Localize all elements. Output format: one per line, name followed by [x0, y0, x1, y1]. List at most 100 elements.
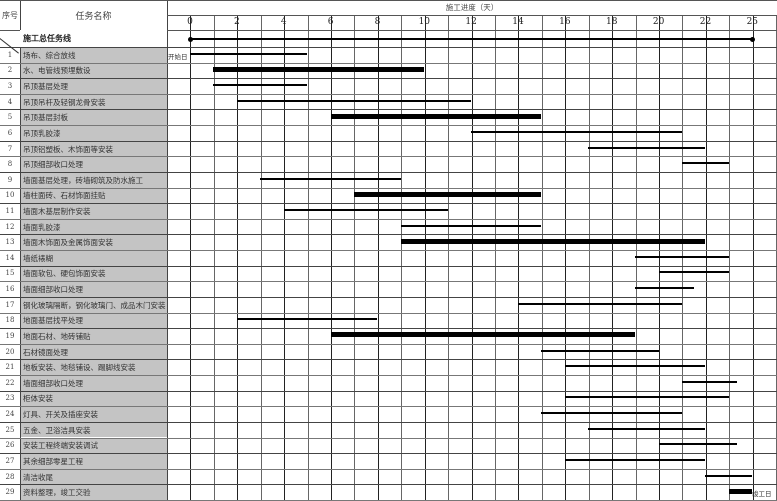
task-bar: [190, 52, 308, 55]
task-row-number: 17: [0, 296, 20, 313]
task-row-name: 五金、卫浴洁具安装: [20, 422, 167, 438]
task-row-name: 墙柱面砖、石材饰面挂贴: [20, 188, 167, 204]
task-row-number: 26: [0, 437, 20, 454]
task-row-name: 地面基层找平处理: [20, 313, 167, 329]
divider-vline: [167, 0, 168, 500]
task-bar: [213, 84, 308, 87]
task-row-number: 11: [0, 203, 20, 219]
task-bar: [213, 66, 425, 72]
task-bar: [658, 271, 729, 274]
task-bar: [564, 458, 706, 461]
x-tick-label: 20: [652, 17, 665, 27]
task-row-number: 19: [0, 328, 20, 344]
grid-vline: [565, 15, 567, 500]
task-row-number: 23: [0, 390, 20, 407]
grid-hline: [0, 109, 777, 111]
task-bar: [658, 443, 737, 446]
task-row-name: 吊顶细部收口处理: [20, 157, 167, 172]
grid-hline: [0, 406, 777, 408]
task-bar: [588, 427, 706, 430]
task-row-number: 6: [0, 125, 20, 141]
task-bar: [354, 191, 542, 197]
grid-vline: [213, 15, 215, 500]
summary-end-dot: [750, 36, 756, 42]
task-row-number: 18: [0, 312, 20, 329]
task-row-name: 墙纸裱糊: [20, 251, 167, 266]
grid-hline: [0, 437, 777, 439]
grid-hline: [167, 15, 777, 16]
task-bar: [283, 209, 448, 211]
grid-vline: [471, 15, 473, 500]
task-bar: [471, 130, 683, 133]
x-tick-label: 10: [418, 17, 431, 27]
grid-vline: [307, 15, 309, 500]
task-row-name: 资料整理，竣工交验: [20, 485, 167, 500]
x-tick-label: 2: [233, 17, 240, 27]
grid-hline: [0, 47, 777, 48]
task-row-number: 28: [0, 468, 20, 485]
end-marker-label: 竣工日: [752, 490, 772, 498]
task-row-name: 场布、综合放线: [20, 48, 167, 63]
task-bar: [400, 224, 542, 227]
task-row-name: 柜体安装: [20, 391, 167, 407]
task-row-name: 清洁收尾: [20, 469, 167, 485]
task-row-number: 22: [0, 375, 20, 391]
task-bar: [330, 113, 542, 119]
task-row-name: 吊顶铝塑板、木饰面等安装: [20, 141, 167, 157]
task-row-number: 2: [0, 62, 20, 79]
grid-vline: [331, 15, 332, 500]
task-bar: [705, 474, 753, 477]
grid-vline: [541, 15, 543, 500]
x-tick-label: 16: [559, 17, 571, 27]
task-row-number: 3: [0, 78, 20, 94]
task-row-name: 墙面细部收口处理: [20, 282, 167, 297]
grid-hline: [0, 265, 777, 267]
grid-hline: [0, 453, 777, 455]
grid-vline: [518, 15, 520, 500]
task-row-number: 1: [0, 47, 20, 63]
grid-hline: [0, 484, 777, 486]
task-bar: [400, 238, 706, 244]
grid-hline: [0, 93, 777, 95]
grid-hline: [0, 0, 777, 1]
task-row-name: 吊顶乳胶漆: [20, 126, 167, 141]
task-bar: [682, 162, 729, 165]
task-row-number: 27: [0, 453, 20, 469]
task-row-name: 吊顶基层封板: [20, 110, 167, 126]
grid-hline: [0, 78, 777, 80]
task-row-number: 24: [0, 406, 20, 422]
grid-hline: [0, 140, 777, 142]
task-row-name: 墙面软包、硬包饰面安装: [20, 266, 167, 282]
grid-vline: [377, 15, 379, 500]
task-row-number: 14: [0, 250, 20, 266]
task-bar: [564, 396, 729, 399]
x-tick-label: 0: [187, 17, 193, 27]
task-row-name: 地面石材、地砖铺贴: [20, 329, 167, 344]
summary-start-dot: [188, 36, 193, 42]
task-row-number: 15: [0, 265, 20, 282]
grid-hline: [0, 125, 777, 127]
grid-vline: [424, 15, 426, 500]
task-row-number: 25: [0, 421, 20, 438]
grid-vline: [612, 15, 614, 500]
grid-vline: [190, 15, 192, 500]
task-row-name: 灯具、开关及插座安装: [20, 407, 167, 422]
grid-hline: [0, 218, 777, 220]
task-row-number: 9: [0, 171, 20, 188]
task-row-number: 12: [0, 218, 20, 235]
task-row-name: 墙面木基层制作安装: [20, 204, 167, 219]
grid-vline: [752, 15, 754, 500]
grid-hline: [0, 30, 777, 31]
task-row-name: 安装工程终端安装调试: [20, 438, 167, 454]
grid-hline: [0, 171, 777, 173]
task-bar: [682, 380, 737, 383]
divider-vline: [20, 0, 21, 500]
header-col-name: 任务名称: [75, 11, 112, 22]
grid-vline: [354, 15, 356, 500]
task-bar: [330, 332, 636, 338]
grid-hline: [0, 359, 777, 361]
task-row-number: 7: [0, 140, 20, 157]
x-tick-label: 12: [465, 17, 477, 27]
task-row-name: 其余细部零星工程: [20, 454, 167, 469]
x-tick-label: 22: [699, 17, 712, 27]
